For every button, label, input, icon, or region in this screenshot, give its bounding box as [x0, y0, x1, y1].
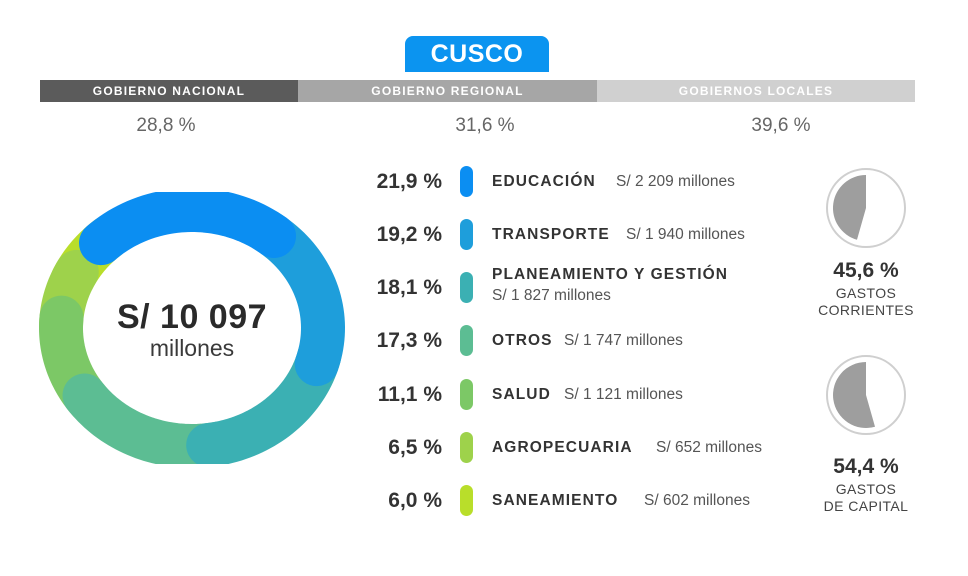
legend-category: TRANSPORTE — [492, 226, 610, 243]
legend-percent: 21,9 % — [376, 170, 442, 193]
legend-swatch — [460, 485, 473, 516]
legend-swatch — [460, 219, 473, 250]
gov-national-value: 28,8 % — [136, 115, 196, 136]
legend-amount: S/ 1 121 millones — [564, 386, 683, 403]
legend-percent: 19,2 % — [376, 223, 442, 246]
gov-local-label: GOBIERNOS LOCALES — [678, 84, 834, 98]
legend-percent: 11,1 % — [377, 383, 442, 406]
capital-spending-label-line2: DE CAPITAL — [823, 498, 909, 514]
legend-swatch — [460, 166, 473, 197]
legend-swatch — [460, 325, 473, 356]
legend-category: SALUD — [492, 386, 551, 403]
total-unit: millones — [149, 335, 235, 361]
capital-spending-percent: 54,4 % — [833, 455, 899, 478]
gov-local-bar: GOBIERNOS LOCALES — [597, 80, 915, 102]
legend-category: PLANEAMIENTO Y GESTIÓN — [492, 266, 729, 283]
legend-amount: S/ 652 millones — [656, 439, 762, 456]
capital-spending-pie-slice — [833, 362, 876, 428]
capital-spending-label: GASTOS DE CAPITAL — [806, 481, 926, 515]
legend-swatch — [460, 379, 473, 410]
gov-regional-value: 31,6 % — [455, 115, 515, 136]
legend-category: OTROS — [492, 332, 553, 349]
donut-segment-educaci-n — [79, 192, 297, 266]
current-spending-pie-slice — [832, 175, 866, 240]
current-spending-label-line1: GASTOS — [835, 285, 897, 301]
legend-percent: 18,1 % — [376, 276, 442, 299]
budget-donut-chart — [38, 192, 346, 464]
current-spending-label-line2: CORRIENTES — [818, 302, 914, 318]
legend-swatch — [460, 272, 473, 303]
gov-national-label: GOBIERNO NACIONAL — [92, 84, 246, 98]
legend-percent: 17,3 % — [376, 329, 442, 352]
legend-amount: S/ 1 827 millones — [492, 287, 611, 304]
gov-local-value: 39,6 % — [751, 115, 811, 136]
gov-regional-label: GOBIERNO REGIONAL — [371, 84, 524, 98]
legend-category: EDUCACIÓN — [492, 173, 596, 190]
legend-amount: S/ 1 747 millones — [564, 332, 683, 349]
current-spending-percent: 45,6 % — [833, 259, 899, 282]
gov-regional-bar: GOBIERNO REGIONAL — [298, 80, 597, 102]
legend-category: AGROPECUARIA — [492, 439, 633, 456]
current-spending-label: GASTOS CORRIENTES — [806, 285, 926, 319]
legend-amount: S/ 1 940 millones — [626, 226, 745, 243]
legend-amount: S/ 602 millones — [644, 492, 750, 509]
capital-spending-label-line1: GASTOS — [835, 481, 897, 497]
legend-amount: S/ 2 209 millones — [616, 173, 735, 190]
legend-percent: 6,0 % — [388, 489, 442, 512]
legend-swatch — [460, 432, 473, 463]
legend-category: SANEAMIENTO — [492, 492, 619, 509]
region-title: CUSCO — [405, 36, 549, 72]
gov-national-bar: GOBIERNO NACIONAL — [40, 80, 298, 102]
total-amount: S/ 10 097 — [116, 298, 268, 336]
legend-percent: 6,5 % — [388, 436, 442, 459]
